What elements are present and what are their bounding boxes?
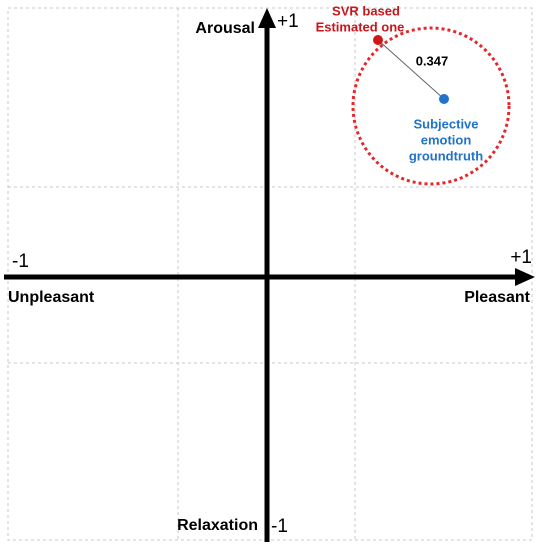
groundtruth-label: emotion (421, 132, 472, 147)
distance-line (377, 39, 445, 100)
axis-end: -1 (12, 251, 29, 272)
axis-label: Unpleasant (8, 289, 95, 306)
estimated-label: Estimated one (316, 19, 405, 34)
estimated-point (373, 35, 383, 45)
grid-border (7, 7, 533, 541)
groundtruth-label: groundtruth (409, 148, 483, 163)
arrow-head (515, 268, 535, 286)
axis-end: +1 (510, 247, 532, 268)
groundtruth-point (439, 94, 449, 104)
axis-label: Pleasant (464, 289, 530, 306)
distance-label: 0.347 (416, 53, 449, 68)
axis-end: -1 (271, 516, 288, 537)
axis-label: Relaxation (177, 517, 258, 534)
groundtruth-label: Subjective (413, 116, 478, 131)
estimated-label: SVR based (332, 3, 400, 18)
error-circle (351, 26, 511, 186)
arrow-head (258, 8, 276, 28)
axis-end: +1 (277, 11, 299, 32)
axis-label: Arousal (195, 20, 255, 37)
